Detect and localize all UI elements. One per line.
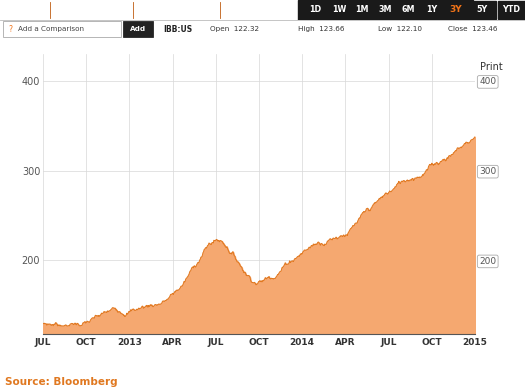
Text: 1W: 1W: [332, 5, 346, 14]
Text: Add: Add: [130, 26, 146, 32]
Text: OVERLAY ▾: OVERLAY ▾: [1, 5, 48, 14]
Text: 1Y: 1Y: [426, 5, 438, 14]
Text: ANNOTATIONS ▾: ANNOTATIONS ▾: [142, 5, 214, 14]
Text: Open  122.32: Open 122.32: [210, 26, 259, 32]
Text: High  123.66: High 123.66: [298, 26, 344, 32]
Text: Low  122.10: Low 122.10: [378, 26, 422, 32]
Bar: [498, 1, 525, 19]
Bar: [468, 1, 496, 19]
Text: SETTINGS ▾: SETTINGS ▾: [236, 5, 288, 14]
Text: 3M: 3M: [378, 5, 392, 14]
Text: 3Y: 3Y: [450, 5, 463, 14]
Text: 6M: 6M: [401, 5, 415, 14]
Text: Add a Comparison: Add a Comparison: [18, 26, 84, 32]
Text: INDICATORS ▾: INDICATORS ▾: [61, 5, 123, 14]
Bar: [3, 21, 121, 37]
Text: 1M: 1M: [355, 5, 369, 14]
Text: IBB:US: IBB:US: [163, 25, 192, 33]
Text: ?: ?: [8, 25, 12, 33]
Text: Close  123.46: Close 123.46: [448, 26, 498, 32]
Bar: [298, 0, 473, 20]
Text: 1D: 1D: [309, 5, 321, 14]
Text: Source: Bloomberg: Source: Bloomberg: [5, 377, 118, 387]
Text: YTD: YTD: [502, 5, 520, 14]
Text: Print: Print: [480, 62, 503, 72]
Bar: [123, 21, 153, 37]
Text: 5Y: 5Y: [476, 5, 488, 14]
